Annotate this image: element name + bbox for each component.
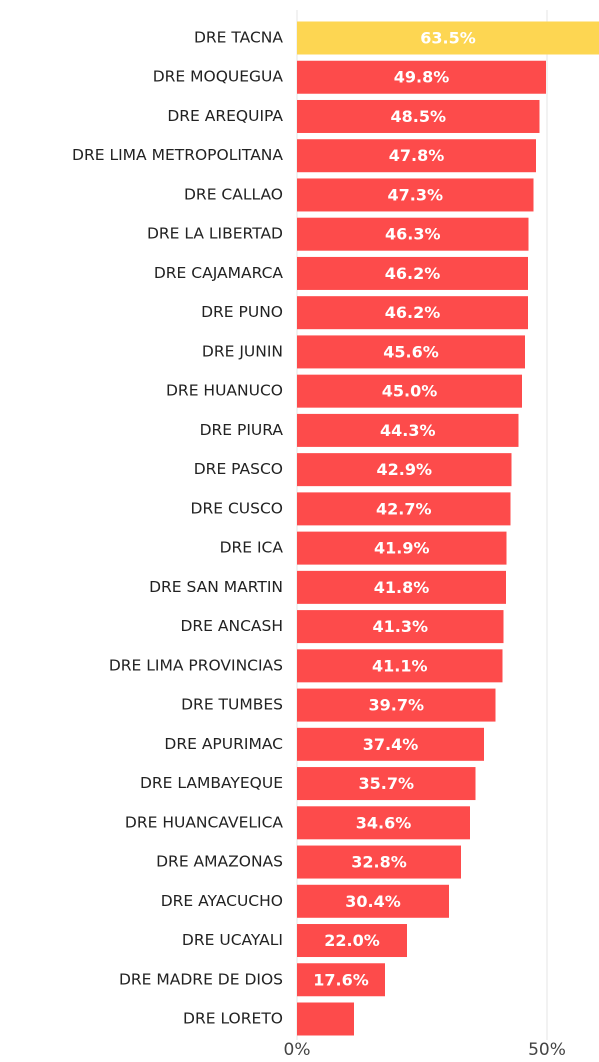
value-label: 45.0% [382,382,438,401]
category-label: DRE LORETO [183,1010,283,1028]
value-label: 47.8% [389,146,445,165]
value-label: 44.3% [380,421,436,440]
value-label: 34.6% [356,813,412,832]
bar [297,413,519,447]
bar [297,884,449,918]
category-label: DRE CAJAMARCA [154,264,284,282]
category-label: DRE CUSCO [191,499,283,517]
value-label: 45.6% [383,342,439,361]
value-label: 47.3% [387,185,443,204]
value-label: 46.2% [385,264,441,283]
bar [297,767,476,801]
value-label: 41.1% [372,656,428,675]
bar [297,649,503,683]
bar [297,688,496,722]
bar [297,139,536,173]
value-label: 32.8% [351,853,407,872]
value-label: 41.3% [372,617,428,636]
bar [297,335,525,369]
bar [297,492,511,526]
category-label: DRE PUNO [201,303,283,321]
x-tick-label: 0% [284,1040,311,1060]
value-label: 48.5% [390,107,446,126]
category-label: DRE HUANCAVELICA [125,813,283,831]
value-label: 46.3% [385,225,441,244]
bar [297,60,546,94]
bar [297,178,534,212]
category-label: DRE AYACUCHO [161,892,283,910]
bar [297,21,599,55]
bar [297,806,470,840]
category-label: DRE TACNA [194,29,283,47]
category-label: DRE HUANUCO [166,382,283,400]
bar [297,256,528,290]
bar [297,453,512,487]
category-label: DRE LIMA PROVINCIAS [109,656,283,674]
bar [297,217,529,251]
value-label: 30.4% [345,892,401,911]
category-label: DRE LIMA METROPOLITANA [72,146,283,164]
category-label: DRE SAN MARTIN [149,578,283,596]
bar [297,727,484,761]
bar [297,99,540,133]
value-label: 63.5% [420,29,476,48]
bar [297,374,522,408]
value-label: 37.4% [363,735,419,754]
category-label: DRE PIURA [200,421,284,439]
category-label: DRE MOQUEGUA [153,68,284,86]
category-label: DRE MADRE DE DIOS [119,970,283,988]
value-label: 46.2% [385,303,441,322]
category-label: DRE LAMBAYEQUE [140,774,283,792]
value-label: 39.7% [368,696,424,715]
value-label: 41.8% [374,578,430,597]
category-label: DRE LA LIBERTAD [147,225,283,243]
value-label: 42.9% [376,460,432,479]
category-label: DRE ICA [220,539,284,557]
bar [297,845,461,879]
value-label: 49.8% [394,68,450,87]
bar [297,570,506,604]
bar [297,610,504,644]
bar [297,924,407,958]
bar [297,1002,354,1036]
value-label: 41.9% [374,539,430,558]
category-label: DRE PASCO [194,460,283,478]
bar [297,296,528,330]
bar [297,531,507,565]
category-label: DRE ANCASH [180,617,283,635]
bars [297,21,599,1036]
category-label: DRE UCAYALI [182,931,283,949]
category-label: DRE CALLAO [184,185,283,203]
value-label: 22.0% [324,931,380,950]
value-label: 17.6% [313,970,369,989]
category-label: DRE APURIMAC [164,735,283,753]
category-label: DRE AREQUIPA [167,107,283,125]
x-tick-label: 50% [528,1040,566,1060]
category-label: DRE TUMBES [181,696,283,714]
bar [297,963,385,997]
category-label: DRE JUNIN [202,342,283,360]
value-label: 35.7% [358,774,414,793]
value-label: 42.7% [376,499,432,518]
category-label: DRE AMAZONAS [156,853,283,871]
